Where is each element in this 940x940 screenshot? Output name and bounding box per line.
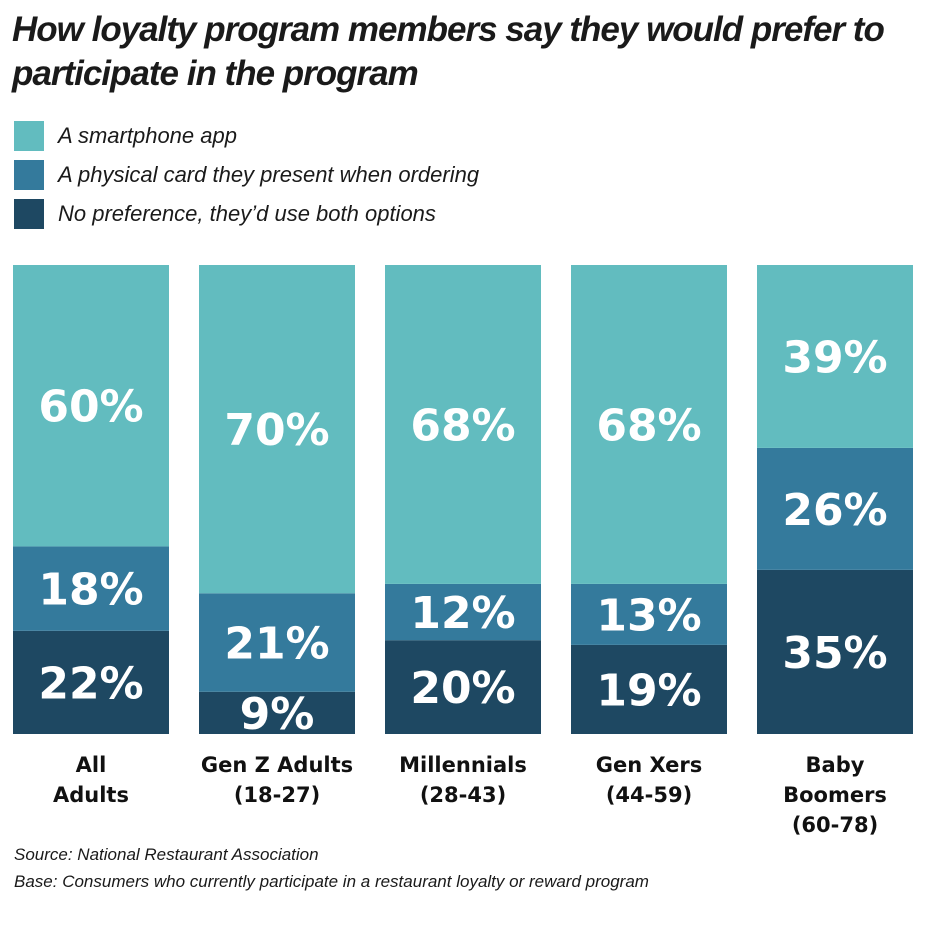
- data-label-no-preference-millennials: 20%: [410, 663, 515, 714]
- legend-item-smartphone-app: A smartphone app: [14, 116, 479, 155]
- bar-segment-smartphone-app-baby-boomers: [757, 265, 913, 448]
- bar-segment-no-preference-millennials: [385, 640, 541, 734]
- legend-label-no-preference: No preference, they’d use both options: [58, 200, 436, 226]
- legend-swatch-physical-card: [14, 159, 44, 190]
- bar-segment-physical-card-millennials: [385, 583, 541, 641]
- category-label-all-adults: All: [76, 753, 107, 777]
- data-label-smartphone-app-gen-z-adults: 70%: [224, 405, 329, 456]
- category-label-millennials: Millennials: [399, 753, 527, 777]
- legend-label-physical-card: A physical card they present when orderi…: [58, 161, 480, 187]
- data-label-smartphone-app-gen-xers: 68%: [596, 400, 701, 451]
- category-label-gen-z-adults: (18-27): [234, 783, 320, 807]
- data-label-no-preference-baby-boomers: 35%: [782, 628, 887, 679]
- bar-segment-no-preference-all-adults: [13, 630, 169, 734]
- legend-item-no-preference: No preference, they’d use both options: [14, 194, 479, 233]
- legend-swatch-smartphone-app: [14, 120, 44, 151]
- category-label-baby-boomers: (60-78): [792, 813, 878, 837]
- bar-segment-physical-card-gen-z-adults: [199, 593, 355, 692]
- data-label-no-preference-gen-xers: 19%: [596, 665, 701, 716]
- data-label-no-preference-all-adults: 22%: [38, 658, 143, 709]
- data-label-smartphone-app-millennials: 68%: [410, 400, 515, 451]
- category-label-gen-z-adults: Gen Z Adults: [201, 753, 353, 777]
- source-note: Source: National Restaurant Association: [14, 845, 319, 864]
- data-label-physical-card-baby-boomers: 26%: [782, 485, 887, 536]
- data-label-smartphone-app-baby-boomers: 39%: [782, 332, 887, 383]
- bar-segment-physical-card-all-adults: [13, 546, 169, 631]
- stacked-bar-chart: 22% 18% 60% All Adults 9% 21% 70% Gen Z Adults (1…: [13, 265, 913, 837]
- legend-item-physical-card: A physical card they present when orderi…: [14, 155, 479, 194]
- data-label-smartphone-app-all-adults: 60%: [38, 382, 143, 433]
- category-label-gen-xers: Gen Xers: [596, 753, 702, 777]
- data-label-physical-card-millennials: 12%: [410, 588, 515, 639]
- base-note: Base: Consumers who currently participat…: [14, 872, 649, 891]
- data-label-physical-card-all-adults: 18%: [38, 565, 143, 616]
- bar-segment-smartphone-app-gen-xers: [571, 265, 727, 584]
- legend: A smartphone app A physical card they pr…: [14, 116, 479, 233]
- category-label-all-adults: Adults: [53, 783, 129, 807]
- category-label-gen-xers: (44-59): [606, 783, 692, 807]
- data-label-no-preference-gen-z-adults: 9%: [240, 689, 315, 740]
- category-label-baby-boomers: Boomers: [783, 783, 887, 807]
- bar-segment-physical-card-gen-xers: [571, 583, 727, 645]
- bar-segment-no-preference-gen-z-adults: [199, 691, 355, 734]
- bar-segment-physical-card-baby-boomers: [757, 447, 913, 570]
- bar-segment-smartphone-app-all-adults: [13, 265, 169, 547]
- chart-title: How loyalty program members say they wou…: [12, 10, 885, 93]
- bar-segment-smartphone-app-gen-z-adults: [199, 265, 355, 594]
- legend-label-smartphone-app: A smartphone app: [58, 122, 237, 148]
- bar-segment-no-preference-gen-xers: [571, 644, 727, 734]
- data-label-physical-card-gen-z-adults: 21%: [224, 619, 329, 670]
- bar-segment-no-preference-baby-boomers: [757, 569, 913, 734]
- category-label-millennials: (28-43): [420, 783, 506, 807]
- data-label-physical-card-gen-xers: 13%: [596, 590, 701, 641]
- bar-segment-smartphone-app-millennials: [385, 265, 541, 584]
- legend-swatch-no-preference: [14, 198, 44, 229]
- category-label-baby-boomers: Baby: [806, 753, 865, 777]
